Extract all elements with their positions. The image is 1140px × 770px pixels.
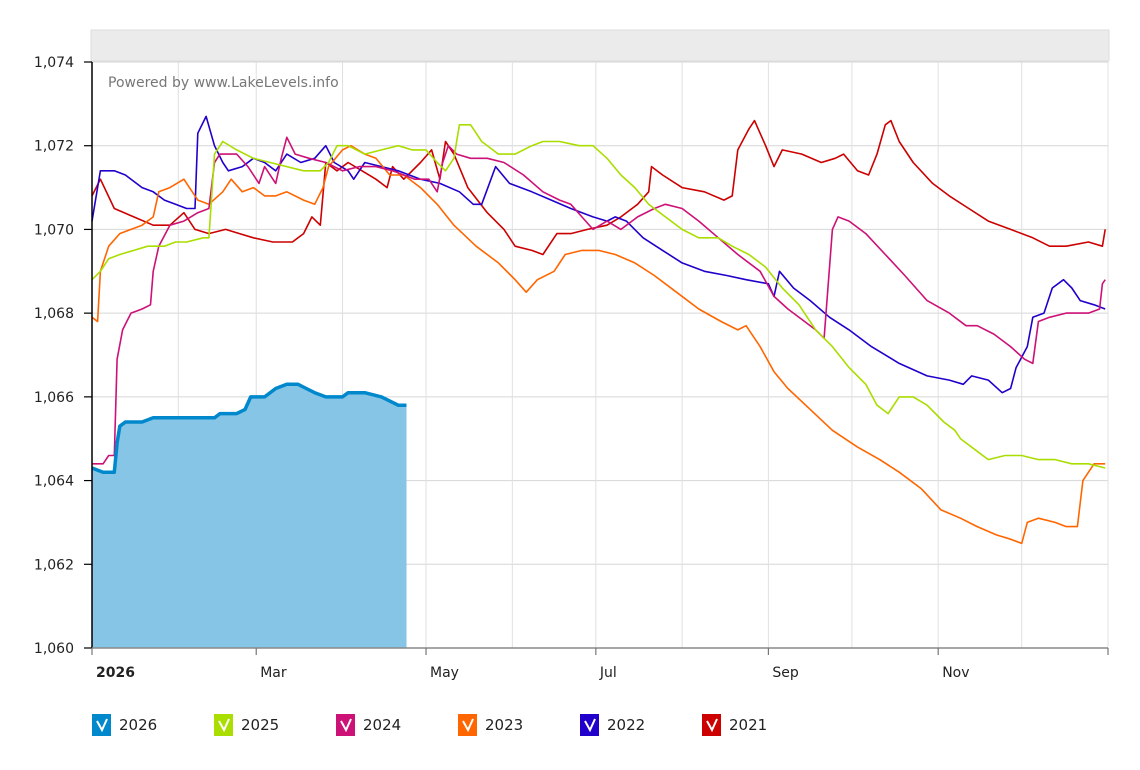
checkbox-check-icon[interactable] [458,714,477,736]
series-lines [91,115,1106,545]
series-2025-line [91,124,1106,469]
legend-item-2025[interactable]: 2025 [214,714,336,736]
series-2026-area [92,384,407,648]
series-2026-fill [92,384,407,648]
series-2021-line [91,119,1106,256]
checkbox-check-icon[interactable] [580,714,599,736]
legend-label: 2023 [485,716,524,734]
chart-header-bar [90,29,1110,62]
y-tick-label: 1,074 [34,55,74,71]
legend-item-2022[interactable]: 2022 [580,714,702,736]
y-tick-label: 1,070 [34,222,74,238]
legend: 2026 2025 2024 2023 2022 2021 [92,714,824,736]
checkbox-check-icon[interactable] [702,714,721,736]
legend-item-2024[interactable]: 2024 [336,714,458,736]
credit-text: Powered by www.LakeLevels.info [108,75,339,91]
checkbox-check-icon[interactable] [92,714,111,736]
legend-label: 2024 [363,716,402,734]
legend-label: 2026 [119,716,158,734]
series-2023-line [91,144,1106,545]
legend-item-2026[interactable]: 2026 [92,714,214,736]
checkbox-check-icon[interactable] [214,714,233,736]
legend-label: 2021 [729,716,768,734]
y-tick-label: 1,064 [34,474,74,490]
x-tick-label: Sep [772,665,799,681]
y-tick-label: 1,060 [34,641,74,657]
y-tick-label: 1,072 [34,139,74,155]
y-tick-label: 1,068 [34,306,74,322]
legend-item-2023[interactable]: 2023 [458,714,580,736]
y-tick-label: 1,066 [34,390,74,406]
x-tick-label: May [430,665,459,681]
series-2026-line [91,382,407,474]
legend-label: 2025 [241,716,280,734]
x-tick-label: Nov [942,665,969,681]
y-tick-label: 1,062 [34,557,74,573]
x-tick-label: Jul [599,665,617,681]
legend-item-2021[interactable]: 2021 [702,714,824,736]
x-tick-label: Mar [260,665,287,681]
series-2024-line [92,136,1106,465]
x-tick-label: 2026 [96,665,135,681]
checkbox-check-icon[interactable] [336,714,355,736]
legend-label: 2022 [607,716,646,734]
axes: 1,060 1,062 1,064 1,066 1,068 1,070 1,072 1,074… [34,55,1109,681]
